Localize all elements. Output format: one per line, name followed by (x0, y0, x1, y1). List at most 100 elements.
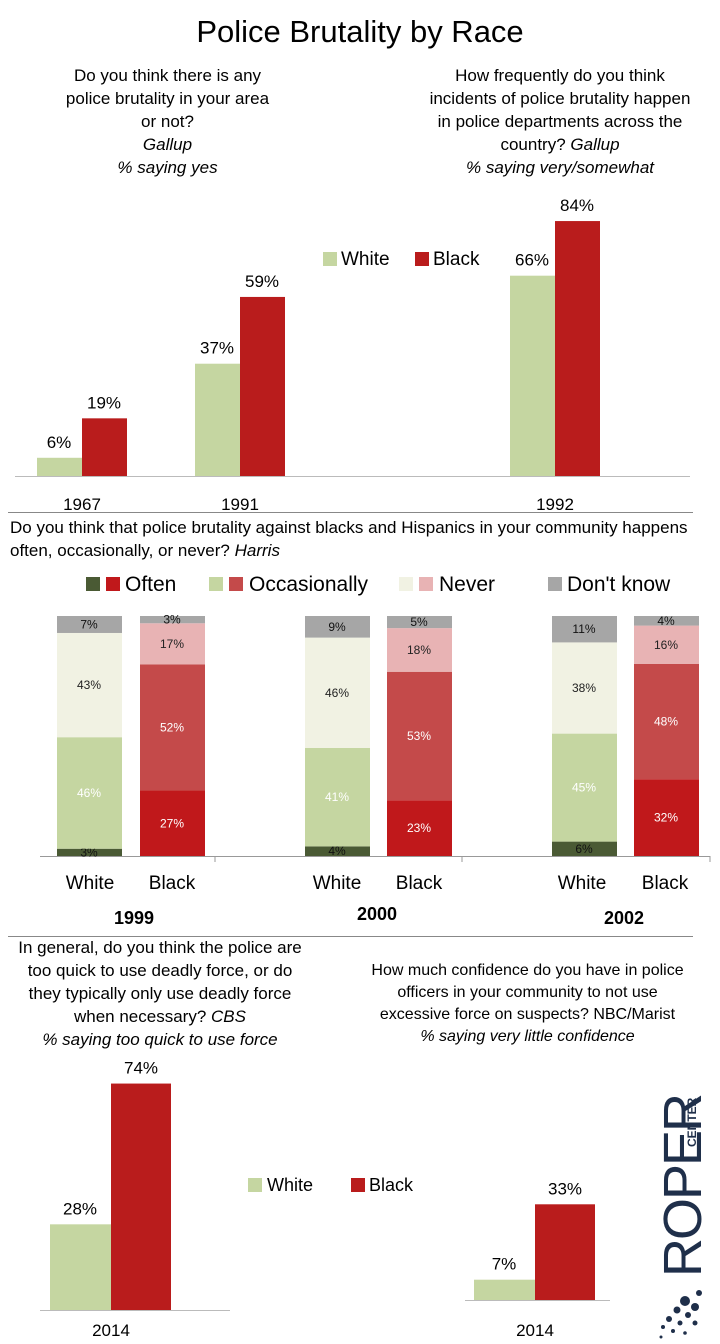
question-line: incidents of police brutality happen (429, 89, 691, 108)
note-label: % saying very/somewhat (465, 158, 655, 177)
legend-swatch-never-black (419, 577, 433, 591)
data-label: 38% (572, 681, 596, 695)
source-label: Gallup (142, 135, 193, 154)
source-label: CBS (211, 1007, 246, 1026)
legend-swatch-white (323, 252, 337, 266)
legend-swatch-occ-white (209, 577, 223, 591)
data-label: 27% (160, 816, 184, 830)
data-label: 32% (654, 811, 678, 825)
stack-segment (552, 642, 617, 734)
data-label: 59% (245, 272, 279, 291)
question-line: Do you think there is any (73, 66, 262, 85)
year-label: 2000 (356, 904, 398, 924)
data-label: 11% (572, 622, 595, 636)
data-label: 48% (654, 715, 678, 729)
data-label: 46% (325, 686, 349, 700)
stack-segment (634, 625, 699, 664)
page-title: Police Brutality by Race (196, 14, 524, 49)
legend-label-dont-know: Don't know (567, 573, 671, 596)
stack-segment (305, 637, 370, 748)
x-tick-label: 2014 (516, 1321, 554, 1340)
legend-swatch-never-white (399, 577, 413, 591)
legend-swatch-black (415, 252, 429, 266)
legend-swatch-dont-know (548, 577, 562, 591)
legend-swatch-often-white (86, 577, 100, 591)
bar-white (474, 1279, 535, 1300)
stack-segment (140, 664, 205, 791)
x-label-white: White (312, 873, 362, 894)
question-line: How frequently do you think (455, 66, 665, 85)
legend-label-often: Often (125, 573, 177, 596)
question-right: How frequently do you think incidents of… (405, 64, 715, 179)
x-tick-label: 2014 (92, 1321, 130, 1340)
stack-segment (140, 616, 205, 624)
x-tick-label: 1991 (221, 495, 259, 514)
note-label: % saying very little confidence (420, 1028, 635, 1045)
question-harris: Do you think that police brutality again… (10, 516, 715, 562)
logo-top-text: CENTER (685, 1097, 699, 1147)
stack-segment (57, 848, 122, 856)
question-text: Do you think that police brutality again… (10, 518, 688, 560)
data-label: 53% (407, 729, 431, 743)
stack-segment (140, 790, 205, 856)
bar-black (555, 221, 600, 476)
roper-logo: CENTER ROPER (655, 1095, 715, 1340)
x-label-black: Black (395, 873, 443, 894)
question-line: officers in your community to not use (397, 984, 658, 1001)
stack-segment (57, 616, 122, 633)
question-left: Do you think there is any police brutali… (15, 64, 320, 179)
x-label-black: Black (148, 873, 196, 894)
data-label: 3% (163, 613, 181, 627)
legend-label-occasionally: Occasionally (249, 573, 369, 596)
data-label: 46% (77, 786, 101, 800)
stack-segment (552, 733, 617, 842)
stack-segment (387, 800, 452, 856)
question-line: they typically only use deadly force (28, 984, 292, 1003)
bar-black (240, 296, 285, 476)
year-label: 2002 (603, 908, 645, 928)
data-label: 18% (407, 643, 431, 657)
note-label: % saying yes (117, 158, 218, 177)
stack-segment (634, 664, 699, 780)
question-nbc: How much confidence do you have in polic… (340, 960, 715, 1048)
legend-label-white: White (341, 249, 390, 270)
legend-swatch-black (351, 1178, 365, 1192)
note-label: % saying too quick to use force (42, 1030, 278, 1049)
logo-dots (659, 1290, 702, 1339)
stack-segment (57, 632, 122, 738)
bar-white (510, 275, 555, 476)
data-label: 5% (410, 615, 428, 629)
question-line: country? (500, 135, 566, 154)
question-line: too quick to use deadly force, or do (27, 961, 293, 980)
stack-segment (140, 623, 205, 665)
stack-segment (634, 616, 699, 626)
data-label: 52% (160, 721, 184, 735)
question-line: in police departments across the (437, 112, 683, 131)
stack-segment (552, 841, 617, 856)
year-label: 1999 (113, 908, 155, 928)
data-label: 41% (325, 790, 349, 804)
data-label: 9% (328, 620, 346, 634)
question-line: when necessary? (73, 1007, 207, 1026)
question-line: police brutality in your area (65, 89, 270, 108)
x-tick-label: 1967 (63, 495, 101, 514)
data-label: 4% (328, 844, 346, 858)
stack-segment (387, 616, 452, 629)
question-cbs: In general, do you think the police are … (5, 936, 315, 1051)
x-label-white: White (65, 873, 115, 894)
data-label: 45% (572, 781, 596, 795)
legend-label-black: Black (369, 1175, 414, 1195)
data-label: 33% (548, 1179, 582, 1198)
question-line: In general, do you think the police are (18, 938, 302, 957)
data-label: 6% (575, 842, 593, 856)
question-line: How much confidence do you have in polic… (371, 962, 684, 979)
legend-label-never: Never (439, 573, 496, 596)
roper-logo-graphic: CENTER ROPER (655, 1095, 713, 1339)
x-tick-label: 1992 (536, 495, 574, 514)
bar-white (195, 363, 240, 476)
stack-segment (552, 616, 617, 643)
data-label: 28% (63, 1199, 97, 1218)
bar-white (37, 457, 82, 476)
data-label: 23% (407, 821, 431, 835)
